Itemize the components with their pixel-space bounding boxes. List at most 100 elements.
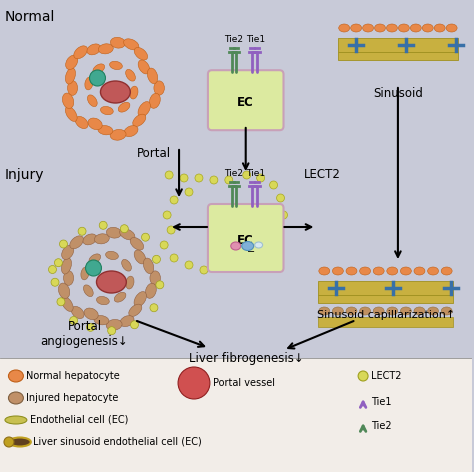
Ellipse shape [146, 283, 156, 298]
Circle shape [253, 261, 261, 269]
Circle shape [358, 371, 368, 381]
Ellipse shape [231, 242, 241, 250]
Circle shape [130, 321, 138, 329]
Ellipse shape [63, 93, 74, 109]
Ellipse shape [118, 102, 130, 112]
Ellipse shape [83, 285, 93, 296]
Text: Normal: Normal [5, 10, 55, 24]
Ellipse shape [67, 81, 78, 95]
Circle shape [200, 266, 208, 274]
Bar [338, 52, 457, 60]
Circle shape [85, 260, 101, 276]
Bar [0, 358, 472, 472]
Ellipse shape [5, 416, 27, 424]
Ellipse shape [339, 24, 350, 32]
Ellipse shape [360, 267, 371, 275]
Ellipse shape [138, 60, 150, 74]
Circle shape [185, 261, 193, 269]
Text: LECT2: LECT2 [371, 371, 401, 381]
FancyBboxPatch shape [208, 204, 283, 272]
Ellipse shape [119, 229, 135, 240]
Ellipse shape [70, 236, 83, 249]
Bar [319, 295, 453, 303]
Ellipse shape [89, 254, 100, 264]
Circle shape [142, 233, 149, 241]
Ellipse shape [422, 24, 433, 32]
Circle shape [170, 254, 178, 262]
Circle shape [170, 196, 178, 204]
Ellipse shape [319, 267, 330, 275]
Circle shape [225, 176, 233, 184]
Ellipse shape [109, 61, 122, 69]
Ellipse shape [410, 24, 421, 32]
Text: EC: EC [237, 96, 254, 110]
Circle shape [210, 176, 218, 184]
Circle shape [270, 181, 278, 189]
Circle shape [51, 278, 59, 286]
Ellipse shape [84, 308, 98, 320]
Ellipse shape [98, 44, 113, 54]
Ellipse shape [9, 392, 23, 404]
Ellipse shape [87, 44, 101, 55]
Ellipse shape [110, 129, 126, 140]
Ellipse shape [346, 267, 357, 275]
Circle shape [195, 174, 203, 182]
Circle shape [180, 174, 188, 182]
Text: −: − [246, 247, 255, 257]
Ellipse shape [81, 267, 89, 280]
Text: Tie1: Tie1 [371, 397, 392, 407]
Text: Liver fibrogenesis↓: Liver fibrogenesis↓ [189, 352, 304, 365]
Ellipse shape [88, 118, 102, 130]
Ellipse shape [75, 117, 88, 128]
Ellipse shape [428, 307, 438, 315]
Text: Portal: Portal [137, 147, 171, 160]
Bar [319, 281, 453, 295]
Ellipse shape [134, 250, 146, 264]
Text: Liver sinusoid endothelial cell (EC): Liver sinusoid endothelial cell (EC) [33, 437, 201, 447]
Ellipse shape [150, 271, 160, 285]
Ellipse shape [106, 251, 118, 260]
Circle shape [165, 171, 173, 179]
Circle shape [153, 255, 161, 263]
Ellipse shape [58, 283, 70, 298]
Ellipse shape [242, 242, 254, 251]
Ellipse shape [374, 24, 385, 32]
Ellipse shape [130, 237, 144, 250]
Circle shape [70, 317, 78, 325]
Ellipse shape [124, 126, 138, 136]
Circle shape [230, 264, 238, 272]
Ellipse shape [360, 307, 371, 315]
Ellipse shape [319, 307, 330, 315]
Text: Sinusoid: Sinusoid [373, 87, 423, 100]
Ellipse shape [149, 93, 160, 108]
Circle shape [215, 261, 223, 269]
Ellipse shape [441, 267, 452, 275]
Ellipse shape [373, 307, 384, 315]
Text: Normal hepatocyte: Normal hepatocyte [26, 371, 119, 381]
Ellipse shape [71, 306, 84, 319]
Ellipse shape [9, 438, 31, 447]
Circle shape [87, 323, 94, 331]
Circle shape [274, 226, 283, 234]
Ellipse shape [134, 292, 146, 307]
Circle shape [120, 225, 128, 233]
Bar [338, 38, 457, 52]
Bar [319, 317, 453, 327]
Ellipse shape [428, 267, 438, 275]
Ellipse shape [363, 24, 374, 32]
Ellipse shape [434, 24, 445, 32]
Ellipse shape [332, 307, 343, 315]
Circle shape [243, 171, 251, 179]
Circle shape [48, 265, 56, 273]
Ellipse shape [65, 68, 75, 84]
Circle shape [185, 188, 193, 196]
Ellipse shape [85, 77, 93, 90]
Text: LECT2: LECT2 [303, 168, 340, 181]
Text: Injured hepatocyte: Injured hepatocyte [26, 393, 118, 403]
Ellipse shape [87, 95, 97, 107]
Ellipse shape [154, 81, 164, 95]
Ellipse shape [351, 24, 362, 32]
Ellipse shape [100, 107, 113, 115]
Ellipse shape [147, 68, 158, 84]
Ellipse shape [401, 267, 411, 275]
